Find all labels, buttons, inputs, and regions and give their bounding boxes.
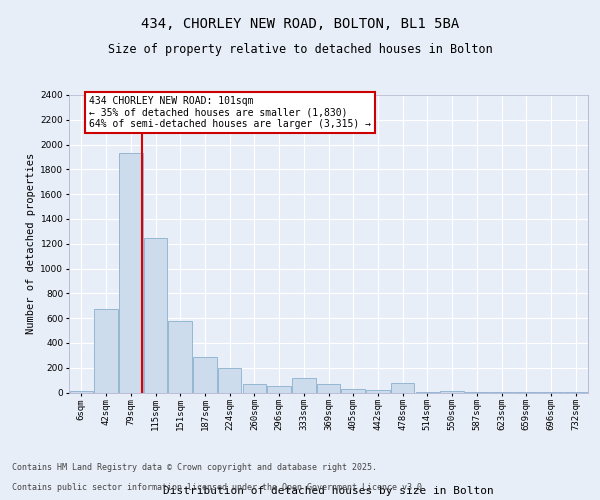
Bar bbox=[218, 368, 241, 392]
Bar bbox=[440, 391, 464, 392]
Text: 434 CHORLEY NEW ROAD: 101sqm
← 35% of detached houses are smaller (1,830)
64% of: 434 CHORLEY NEW ROAD: 101sqm ← 35% of de… bbox=[89, 96, 371, 130]
Bar bbox=[193, 356, 217, 392]
Bar bbox=[242, 384, 266, 392]
Bar bbox=[366, 390, 389, 392]
Y-axis label: Number of detached properties: Number of detached properties bbox=[26, 153, 36, 334]
X-axis label: Distribution of detached houses by size in Bolton: Distribution of detached houses by size … bbox=[163, 486, 494, 496]
Bar bbox=[169, 320, 192, 392]
Text: Contains public sector information licensed under the Open Government Licence v3: Contains public sector information licen… bbox=[12, 484, 427, 492]
Text: Size of property relative to detached houses in Bolton: Size of property relative to detached ho… bbox=[107, 42, 493, 56]
Bar bbox=[268, 386, 291, 392]
Bar bbox=[317, 384, 340, 392]
Bar bbox=[292, 378, 316, 392]
Bar bbox=[391, 382, 415, 392]
Bar bbox=[341, 390, 365, 392]
Text: 434, CHORLEY NEW ROAD, BOLTON, BL1 5BA: 434, CHORLEY NEW ROAD, BOLTON, BL1 5BA bbox=[141, 18, 459, 32]
Text: Contains HM Land Registry data © Crown copyright and database right 2025.: Contains HM Land Registry data © Crown c… bbox=[12, 464, 377, 472]
Bar bbox=[144, 238, 167, 392]
Bar bbox=[119, 154, 143, 392]
Bar bbox=[94, 310, 118, 392]
